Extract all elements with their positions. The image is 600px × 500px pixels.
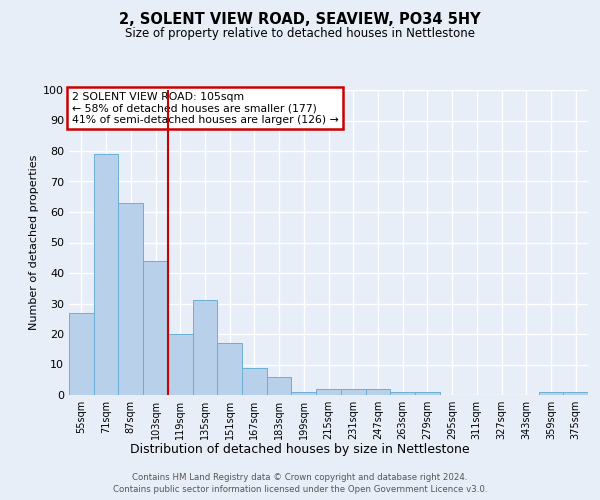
Bar (242, 368, 267, 395)
Y-axis label: Number of detached properties: Number of detached properties (29, 155, 39, 330)
Text: 2 SOLENT VIEW ROAD: 105sqm
← 58% of detached houses are smaller (177)
41% of sem: 2 SOLENT VIEW ROAD: 105sqm ← 58% of deta… (71, 92, 338, 124)
Bar (193, 300, 217, 395)
Bar (539, 392, 563, 395)
Bar (563, 392, 588, 395)
Text: Distribution of detached houses by size in Nettlestone: Distribution of detached houses by size … (130, 442, 470, 456)
Text: Contains HM Land Registry data © Crown copyright and database right 2024.: Contains HM Land Registry data © Crown c… (132, 472, 468, 482)
Bar (267, 376, 292, 395)
Bar (415, 392, 440, 395)
Text: Contains public sector information licensed under the Open Government Licence v3: Contains public sector information licen… (113, 485, 487, 494)
Bar (365, 389, 390, 395)
Bar (341, 389, 365, 395)
Bar (292, 392, 316, 395)
Bar (118, 203, 143, 395)
Bar (316, 389, 341, 395)
Bar (217, 343, 242, 395)
Bar (94, 154, 118, 395)
Bar (390, 392, 415, 395)
Text: 2, SOLENT VIEW ROAD, SEAVIEW, PO34 5HY: 2, SOLENT VIEW ROAD, SEAVIEW, PO34 5HY (119, 12, 481, 28)
Bar (69, 312, 94, 395)
Bar (168, 334, 193, 395)
Bar (143, 261, 168, 395)
Text: Size of property relative to detached houses in Nettlestone: Size of property relative to detached ho… (125, 28, 475, 40)
